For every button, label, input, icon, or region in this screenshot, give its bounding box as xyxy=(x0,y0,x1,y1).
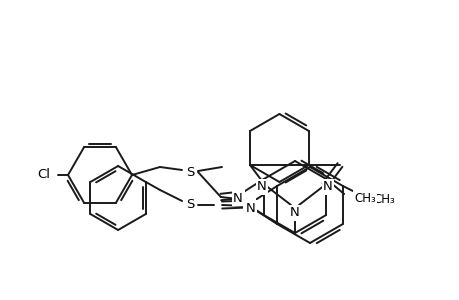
Text: O: O xyxy=(233,191,244,205)
Text: O: O xyxy=(243,200,254,212)
Text: N: N xyxy=(290,206,299,220)
Text: N: N xyxy=(246,202,255,214)
Text: S: S xyxy=(185,166,194,178)
Text: CH₃: CH₃ xyxy=(353,191,375,205)
Text: S: S xyxy=(185,199,194,212)
Text: N: N xyxy=(232,191,242,205)
Text: N: N xyxy=(322,181,332,194)
Text: N: N xyxy=(257,181,266,194)
Text: Cl: Cl xyxy=(37,169,50,182)
Text: CH₃: CH₃ xyxy=(372,194,394,206)
